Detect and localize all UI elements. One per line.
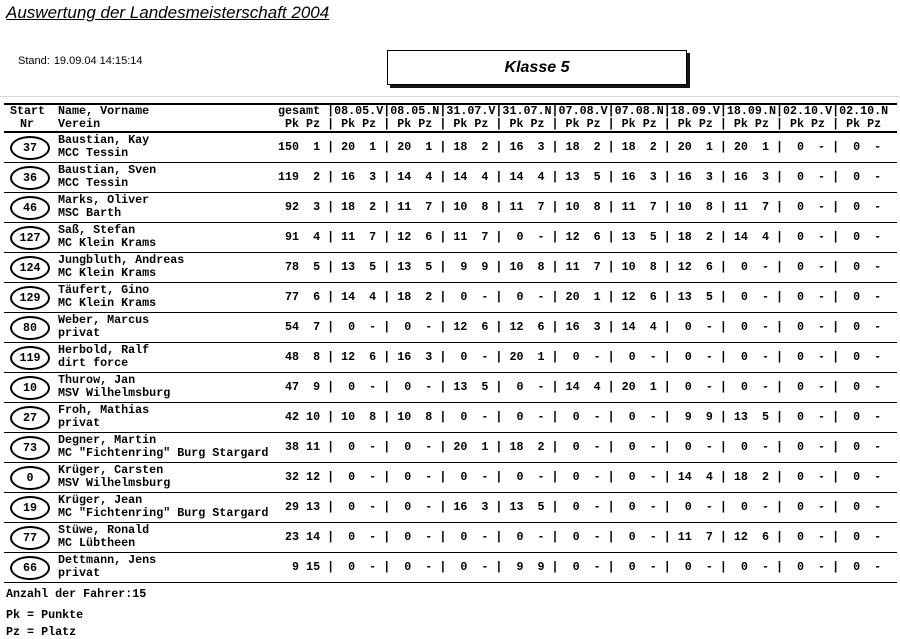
klasse-box: Klasse 5 (387, 50, 687, 85)
header-pk-pz: Pk Pz | Pk Pz | Pk Pz | Pk Pz | Pk Pz | … (278, 117, 889, 131)
rider-club: MC "Fichtenring" Burg Stargard (58, 506, 269, 520)
row-scores: 47 9 | 0 - | 0 - | 13 5 | 0 - | 14 4 | 2… (278, 380, 889, 394)
start-number-badge: 0 (10, 466, 50, 490)
row-scores: 29 13 | 0 - | 0 - | 16 3 | 13 5 | 0 - | … (278, 500, 889, 514)
rider-name: Stüwe, Ronald (58, 523, 150, 537)
table-row: 66 Dettmann, Jens privat 9 15 | 0 - | 0 - … (4, 553, 897, 583)
row-scores: 42 10 | 10 8 | 10 8 | 0 - | 0 - | 0 - | … (278, 410, 889, 424)
row-scores: 48 8 | 12 6 | 16 3 | 0 - | 20 1 | 0 - | … (278, 350, 889, 364)
rider-name: Dettmann, Jens (58, 553, 157, 567)
klasse-label: Klasse 5 (504, 58, 570, 76)
start-number-badge: 127 (10, 226, 50, 250)
table-row: 0 Krüger, Carsten MSV Wilhelmsburg 32 12 |… (4, 463, 897, 493)
rider-club: MC Klein Krams (58, 266, 157, 280)
rider-club: MSC Barth (58, 206, 122, 220)
legend-pz: Pz = Platz (6, 625, 77, 639)
rider-club: MC Klein Krams (58, 236, 157, 250)
rider-name: Degner, Martin (58, 433, 157, 447)
stand-value: 19.09.04 14:15:14 (53, 55, 143, 67)
rider-name: Saß, Stefan (58, 223, 136, 237)
start-number-badge: 80 (10, 316, 50, 340)
rider-name: Jungbluth, Andreas (58, 253, 185, 267)
rider-club: MCC Tessin (58, 146, 129, 160)
start-number-badge: 77 (10, 526, 50, 550)
start-number-badge: 73 (10, 436, 50, 460)
start-number-badge: 27 (10, 406, 50, 430)
header-event-dates: gesamt |08.05.V|08.05.N|31.07.V|31.07.N|… (278, 104, 889, 118)
rider-name: Baustian, Kay (58, 133, 150, 147)
start-number-badge: 46 (10, 196, 50, 220)
rider-name: Baustian, Sven (58, 163, 157, 177)
table-row: 46 Marks, Oliver MSC Barth 92 3 | 18 2 | 1… (4, 193, 897, 223)
rider-name: Froh, Mathias (58, 403, 150, 417)
rider-name: Täufert, Gino (58, 283, 150, 297)
row-scores: 9 15 | 0 - | 0 - | 0 - | 9 9 | 0 - | 0 -… (278, 560, 889, 574)
row-scores: 23 14 | 0 - | 0 - | 0 - | 0 - | 0 - | 0 … (278, 530, 889, 544)
rider-name: Marks, Oliver (58, 193, 150, 207)
table-rows: 37 Baustian, Kay MCC Tessin 150 1 | 20 1 | … (4, 133, 897, 583)
row-scores: 92 3 | 18 2 | 11 7 | 10 8 | 11 7 | 10 8 … (278, 200, 889, 214)
row-scores: 54 7 | 0 - | 0 - | 12 6 | 12 6 | 16 3 | … (278, 320, 889, 334)
start-number-badge: 129 (10, 286, 50, 310)
table-row: 129 Täufert, Gino MC Klein Krams 77 6 | 14… (4, 283, 897, 313)
table-row: 77 Stüwe, Ronald MC Lübtheen 23 14 | 0 - |… (4, 523, 897, 553)
rider-name: Thurow, Jan (58, 373, 136, 387)
rider-club: MSV Wilhelmsburg (58, 476, 171, 490)
rider-club: MC Klein Krams (58, 296, 157, 310)
stand-label: Stand: (18, 55, 50, 67)
table-row: 119 Herbold, Ralf dirt force 48 8 | 12 6 |… (4, 343, 897, 373)
table-row: 36 Baustian, Sven MCC Tessin 119 2 | 16 3 |… (4, 163, 897, 193)
header-nr: Nr (20, 117, 35, 131)
start-number-badge: 19 (10, 496, 50, 520)
table-row: 124 Jungbluth, Andreas MC Klein Krams 78 5… (4, 253, 897, 283)
start-number-badge: 66 (10, 556, 50, 580)
table-top-rule (4, 103, 897, 105)
rider-club: privat (58, 326, 101, 340)
table-row: 27 Froh, Mathias privat 42 10 | 10 8 | 10 … (4, 403, 897, 433)
rider-club: privat (58, 416, 101, 430)
table-row: 37 Baustian, Kay MCC Tessin 150 1 | 20 1 | … (4, 133, 897, 163)
rider-club: MCC Tessin (58, 176, 129, 190)
table-row: 127 Saß, Stefan MC Klein Krams 91 4 | 11 7… (4, 223, 897, 253)
start-number-badge: 37 (10, 136, 50, 160)
page-title: Auswertung der Landesmeisterschaft 2004 (6, 3, 330, 22)
rider-club: MSV Wilhelmsburg (58, 386, 171, 400)
row-scores: 77 6 | 14 4 | 18 2 | 0 - | 0 - | 20 1 | … (278, 290, 889, 304)
start-number-badge: 10 (10, 376, 50, 400)
driver-count: Anzahl der Fahrer:15 (6, 587, 147, 601)
rider-name: Krüger, Jean (58, 493, 143, 507)
table-row: 80 Weber, Marcus privat 54 7 | 0 - | 0 - |… (4, 313, 897, 343)
row-scores: 150 1 | 20 1 | 20 1 | 18 2 | 16 3 | 18 2… (278, 140, 889, 154)
row-scores: 32 12 | 0 - | 0 - | 0 - | 0 - | 0 - | 0 … (278, 470, 889, 484)
start-number-badge: 119 (10, 346, 50, 370)
row-scores: 119 2 | 16 3 | 14 4 | 14 4 | 14 4 | 13 5… (278, 170, 889, 184)
header-start: Start (10, 104, 46, 118)
legend-pk: Pk = Punkte (6, 608, 84, 622)
rider-name: Herbold, Ralf (58, 343, 150, 357)
row-scores: 78 5 | 13 5 | 13 5 | 9 9 | 10 8 | 11 7 |… (278, 260, 889, 274)
rider-name: Krüger, Carsten (58, 463, 164, 477)
row-scores: 91 4 | 11 7 | 12 6 | 11 7 | 0 - | 12 6 |… (278, 230, 889, 244)
start-number-badge: 36 (10, 166, 50, 190)
rider-club: MC "Fichtenring" Burg Stargard (58, 446, 269, 460)
table-header-rule (4, 131, 897, 133)
table-row: 73 Degner, Martin MC "Fichtenring" Burg St… (4, 433, 897, 463)
table-row: 10 Thurow, Jan MSV Wilhelmsburg 47 9 | 0 -… (4, 373, 897, 403)
header-verein: Verein (58, 117, 101, 131)
rider-club: dirt force (58, 356, 129, 370)
table-row: 19 Krüger, Jean MC "Fichtenring" Burg Star… (4, 493, 897, 523)
rider-club: MC Lübtheen (58, 536, 136, 550)
rider-club: privat (58, 566, 101, 580)
row-scores: 38 11 | 0 - | 0 - | 20 1 | 18 2 | 0 - | … (278, 440, 889, 454)
rider-name: Weber, Marcus (58, 313, 150, 327)
header-name: Name, Vorname (58, 104, 150, 118)
stand-timestamp: Stand: 19.09.04 14:15:14 (18, 55, 147, 67)
page-divider (0, 96, 900, 97)
start-number-badge: 124 (10, 256, 50, 280)
